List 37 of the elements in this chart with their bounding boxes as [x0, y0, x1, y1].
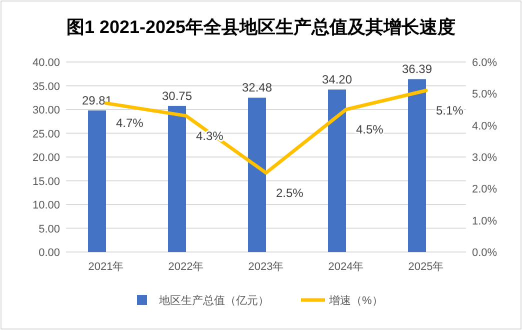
y2-tick-label: 3.0% [472, 152, 498, 164]
y-tick-label: 35.00 [32, 80, 60, 93]
data-label: 30.75 [162, 88, 192, 103]
data-label: 4.7% [116, 116, 144, 130]
x-tick-label: 2025年 [408, 261, 444, 273]
y-tick-label: 30.00 [32, 104, 60, 116]
x-tick-label: 2021年 [88, 261, 124, 273]
data-label: 36.39 [402, 62, 432, 76]
title: 图1 2021-2025年全县地区生产总值及其增长速度 [66, 17, 456, 37]
y2-tick-label: 0.0% [472, 247, 498, 259]
x-tick-label: 2024年 [328, 261, 364, 273]
y-tick-label: 10.00 [32, 200, 60, 212]
bar [248, 98, 266, 252]
bar [88, 110, 106, 252]
y-tick-label: 15.00 [32, 176, 60, 188]
data-label: 34.20 [322, 72, 352, 87]
y2-tick-label: 5.0% [472, 88, 498, 101]
y-tick-label: 5.00 [38, 223, 60, 236]
x-tick-label: 2022年 [168, 261, 204, 273]
y-tick-label: 40.00 [32, 57, 60, 69]
y-tick-label: 20.00 [32, 152, 60, 164]
legend-label: 增速（%） [328, 294, 383, 307]
y-tick-label: 25.00 [32, 128, 60, 140]
y2-tick-label: 4.0% [472, 120, 498, 132]
data-label: 32.48 [242, 80, 272, 95]
data-label: 4.5% [356, 122, 384, 136]
bar [168, 106, 186, 252]
bar [408, 79, 426, 252]
y2-tick-label: 2.0% [472, 184, 498, 196]
y2-tick-label: 6.0% [472, 57, 498, 69]
legend-label: 地区生产总值（亿元） [158, 294, 269, 307]
data-label: 5.1% [436, 104, 464, 118]
y-tick-label: 0.00 [38, 247, 60, 259]
y2-tick-label: 1.0% [472, 215, 498, 228]
bar [328, 90, 346, 252]
data-label: 2.5% [276, 186, 304, 200]
x-tick-label: 2023年 [248, 261, 284, 273]
